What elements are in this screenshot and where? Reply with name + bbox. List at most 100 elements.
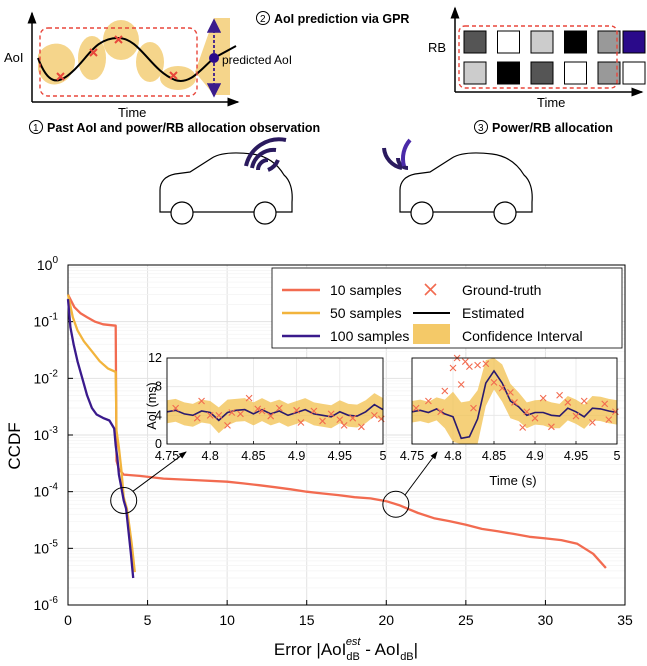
inset-xtick-label: 4.8 [444,449,461,463]
inset-xtick-label: 4.95 [328,449,352,463]
inset-ground-truth-marker [258,407,266,415]
series-line-10-samples [66,294,607,569]
inset-ground-truth-marker [449,364,457,372]
schematic-panel-2: 2 AoI prediction via GPR [256,11,409,26]
inset-ground-truth-marker [572,412,580,420]
inset-ground-truth-marker [441,387,449,395]
ccdf-chart: 0 5 10 15 20 25 30 35 100 10-1 10-2 10-3 10-4 10-5 10-… [5,255,633,663]
inset-ground-truth-marker [267,412,275,420]
band-ellipse-4 [136,42,164,82]
legend-label-ci: Confidence Interval [462,328,583,344]
rb-cell-r1-0 [463,30,487,54]
inset-xtick-label: 4.95 [564,449,588,463]
inset-ground-truth-marker [254,405,262,413]
rb-cell-r2-0 [463,61,487,85]
inset-frame [411,357,618,445]
inset-ground-truth-marker [580,397,588,405]
inset-ground-truth-marker [206,411,214,419]
inset-ground-truth-marker [548,423,555,431]
ytick-label--4: 10-4 [34,482,59,500]
ytick-label--6: 10-6 [34,595,59,613]
inset-ground-truth-marker [237,410,244,418]
xtick-label-30: 30 [538,612,554,628]
inset-ground-truth-marker [275,404,283,412]
inset-ground-truth-marker [589,419,596,426]
inset-ground-truth-marker [461,358,469,365]
inset-xtick-label: 4.8 [202,449,219,463]
rb-grid [463,30,646,85]
band-ellipse-5 [160,66,196,90]
inset-ground-truth-marker [198,397,205,405]
inset-estimated-line [166,403,384,422]
step1-badge [29,120,43,134]
inset-ground-truth-marker [319,417,326,425]
inset-ground-truth-marker [437,408,445,416]
series-line-50-samples [66,294,136,573]
legend-label-50: 50 samples [330,305,402,321]
inset-xtick-label: 5 [380,449,387,463]
xtick-label-5: 5 [144,612,152,628]
inset-ground-truth-marker [297,419,305,426]
inset-ground-truth-marker [482,360,490,368]
zoom-arrow-1 [404,451,438,496]
inset-xtick-label: 4.85 [241,449,265,463]
inset-ground-truth-marker [601,400,609,408]
vehicle-left [159,137,293,225]
inset-frame [166,357,384,445]
schematic-panel-1: AoI Time predicted AoI 1 Past AoI and po… [4,11,320,135]
wheel-right-front [410,201,434,225]
xtick-label-35: 35 [617,612,633,628]
legend-label-estimated: Estimated [462,305,524,321]
inset-ytick-label: 4 [155,408,162,422]
band-ellipse-3 [103,20,139,60]
observation-window [39,27,198,97]
zoom-circle-1 [382,490,410,518]
inset-ground-truth-marker [327,410,335,418]
rb-cell-r1-2 [530,30,554,54]
signal-icon-left [244,137,287,172]
inset-confidence-band [412,358,617,444]
main-series [66,294,607,579]
inset-ground-truth-marker [511,399,518,406]
inset-ground-truth-marker [539,394,547,402]
rb-cell-new-r1 [622,30,646,54]
band-ellipse-1 [38,43,75,85]
step1-number: 1 [33,123,39,134]
inset-xtick-label: 5 [614,449,621,463]
legend-label-ground-truth: Ground-truth [462,282,541,298]
rb-cell-r2-2 [530,61,554,85]
inset-ytick-label: 0 [155,437,162,451]
inset-ground-truth-marker [340,421,348,429]
inset-xtick-label: 4.9 [526,449,543,463]
time-label-3: Time [537,95,565,110]
inset-ytick-label: 8 [155,380,162,394]
inset-ground-truth-marker [457,381,465,388]
inset-ground-truth-marker [215,411,223,419]
inset-plot-right: 4.75 4.8 4.85 4.9 4.95 5 [400,354,621,463]
inset-estimated-line [411,369,618,440]
xtick-label-0: 0 [64,612,72,628]
inset-xtick-label: 4.75 [400,449,424,463]
inset-xtick-label: 4.9 [288,449,305,463]
inset-ground-truth-marker [474,361,481,369]
signal-icon-right [382,147,409,170]
inset-ground-truth-marker [228,409,236,416]
ytick-label--5: 10-5 [34,538,59,556]
step2-badge [256,11,270,25]
inset-ground-truth-marker [564,399,572,406]
xtick-label-10: 10 [219,612,235,628]
predicted-point [209,53,219,63]
rb-label: RB [428,40,446,55]
main-y-axis-title: CCDF [5,422,24,469]
aoi-label: AoI [4,50,24,65]
inset-xtick-label: 4.85 [482,449,506,463]
inset-ground-truth-marker [412,404,420,412]
xtick-label-25: 25 [458,612,474,628]
rb-cell-r1-3 [564,30,587,54]
inset-ground-truth-marker [605,416,613,424]
step1-caption: Past AoI and power/RB allocation observa… [47,121,320,135]
inset-ground-truth-marker [466,363,473,370]
rb-cell-r2-4 [597,61,621,85]
inset-ground-truth-marker [507,389,514,396]
